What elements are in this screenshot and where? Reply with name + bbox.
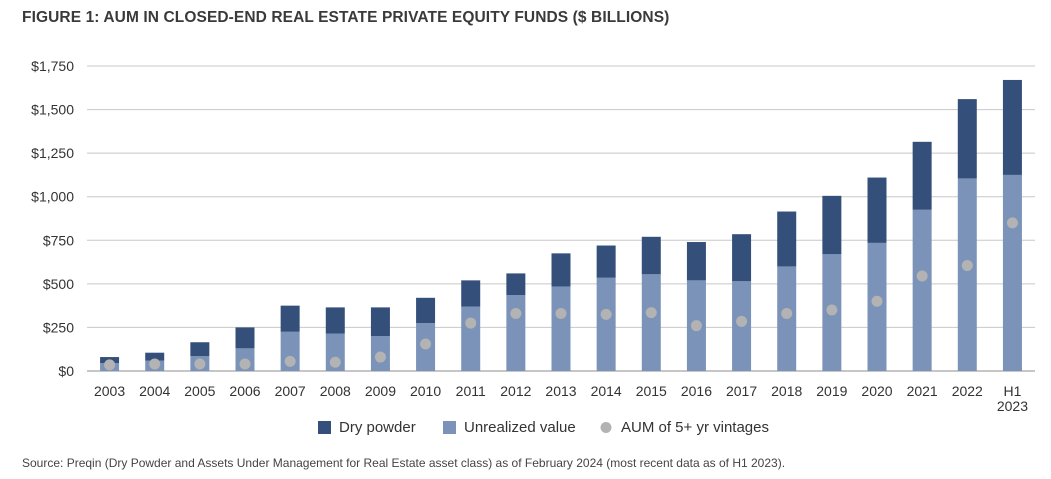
x-tick-label: H1 2023 [997, 383, 1028, 414]
x-tick-label: 2006 [229, 383, 260, 399]
legend-item: Unrealized value [443, 419, 576, 436]
bar-unrealized-value [912, 209, 932, 371]
bars [100, 79, 1022, 371]
x-tick-label: 2017 [726, 383, 757, 399]
bar-unrealized-value [957, 178, 977, 371]
aum-5yr-dot [465, 317, 477, 329]
bar-unrealized-value [641, 274, 661, 371]
bar-unrealized-value [867, 242, 887, 371]
x-tick-label: 2016 [681, 383, 712, 399]
bar-dry-powder [641, 236, 661, 275]
x-tick-label: 2007 [275, 383, 306, 399]
aum-5yr-dot [736, 315, 748, 327]
y-tick-label: $750 [43, 232, 74, 248]
bar-dry-powder [732, 234, 752, 282]
x-tick-label: 2010 [410, 383, 441, 399]
source-note: Source: Preqin (Dry Powder and Assets Un… [22, 456, 786, 470]
bar-dry-powder [190, 342, 210, 357]
bar-dry-powder [416, 297, 436, 324]
y-tick-label: $0 [58, 363, 74, 379]
bar-dry-powder [867, 177, 887, 243]
y-tick-label: $500 [43, 276, 74, 292]
bar-dry-powder [822, 195, 842, 255]
legend-item: AUM of 5+ yr vintages [600, 419, 769, 436]
aum-5yr-dot [555, 307, 567, 319]
legend-label: Unrealized value [464, 419, 576, 436]
y-tick-label: $250 [43, 319, 74, 335]
bar-dry-powder [506, 273, 526, 296]
legend-item: Dry powder [318, 419, 416, 436]
bar-dry-powder [461, 280, 481, 307]
aum-5yr-dot [871, 295, 883, 307]
legend-label: Dry powder [339, 419, 416, 436]
bar-dry-powder [280, 305, 300, 332]
bar-dry-powder [370, 307, 390, 337]
legend: Dry powder Unrealized value AUM of 5+ yr v… [318, 419, 769, 436]
y-tick-label: $1,000 [31, 189, 74, 205]
bar-dry-powder [596, 245, 616, 278]
aum-5yr-dot [510, 307, 522, 319]
legend-swatch [443, 421, 456, 434]
bar-dry-powder [145, 352, 165, 361]
legend-swatch [318, 421, 331, 434]
aum-5yr-dot [194, 358, 206, 370]
bar-dry-powder [235, 327, 255, 349]
legend-label: AUM of 5+ yr vintages [621, 419, 769, 436]
legend-dot [600, 422, 612, 433]
bar-unrealized-value [461, 306, 481, 371]
aum-5yr-dot [645, 307, 657, 319]
x-tick-label: 2004 [139, 383, 170, 399]
x-axis-ticks: 2003 2004 2005 2006 2007 2008 2009 2010 2011 2012… [94, 383, 1028, 414]
bar-dry-powder [777, 211, 797, 267]
aum-5yr-dot [1006, 217, 1018, 229]
x-tick-label: 2012 [500, 383, 531, 399]
aum-5yr-dot [600, 308, 612, 320]
aum-5yr-markers [104, 217, 1018, 371]
bar-unrealized-value [596, 277, 616, 371]
x-tick-label: 2011 [456, 383, 486, 399]
x-tick-label: 2008 [320, 383, 351, 399]
aum-5yr-dot [781, 307, 793, 319]
x-tick-label: 2014 [591, 383, 622, 399]
bar-dry-powder [957, 99, 977, 179]
x-tick-label: 2020 [861, 383, 892, 399]
x-tick-label: 2015 [636, 383, 667, 399]
aum-5yr-dot [916, 270, 928, 282]
aum-5yr-dot [284, 355, 296, 367]
bar-dry-powder [912, 141, 932, 210]
x-tick-label: 2022 [952, 383, 983, 399]
x-tick-label: 2019 [816, 383, 847, 399]
aum-5yr-dot [329, 356, 341, 368]
aum-5yr-dot [961, 260, 973, 272]
x-tick-label: 2003 [94, 383, 125, 399]
aum-5yr-dot [149, 358, 161, 370]
aum-5yr-dot [239, 358, 251, 370]
y-tick-label: $1,750 [31, 58, 74, 74]
aum-5yr-dot [420, 338, 432, 350]
bar-dry-powder [551, 253, 571, 287]
bar-unrealized-value [551, 286, 571, 371]
aum-5yr-dot [374, 351, 386, 363]
x-tick-label: 2018 [771, 383, 802, 399]
bar-dry-powder [686, 242, 706, 281]
y-axis-ticks: $0 $250 $500 $750 $1,000 $1,250 $1,500 $1,750 [31, 58, 74, 379]
aum-5yr-dot [826, 304, 838, 316]
bar-dry-powder [325, 307, 345, 334]
chart-title: FIGURE 1: AUM IN CLOSED-END REAL ESTATE … [22, 9, 670, 26]
bar-dry-powder [1002, 79, 1022, 175]
x-tick-label: 2009 [365, 383, 396, 399]
bar-unrealized-value [1002, 174, 1022, 371]
y-tick-label: $1,500 [31, 102, 74, 118]
aum-5yr-dot [104, 359, 116, 371]
x-tick-label: 2021 [907, 383, 938, 399]
bar-unrealized-value [506, 295, 526, 371]
x-tick-label: 2013 [545, 383, 576, 399]
aum-5yr-dot [690, 320, 702, 332]
y-tick-label: $1,250 [31, 145, 74, 161]
x-tick-label: 2005 [184, 383, 215, 399]
